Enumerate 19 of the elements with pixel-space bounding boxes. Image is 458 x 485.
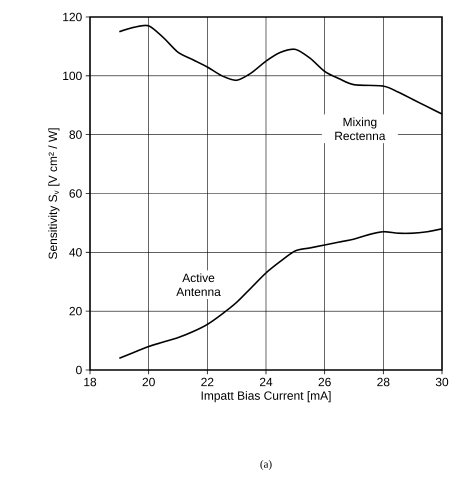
y-tick-label: 100: [63, 72, 82, 80]
x-tick-label: 30: [436, 378, 448, 386]
y-tick-label: 120: [63, 12, 82, 22]
x-tick-label: 20: [142, 378, 155, 386]
x-tick-label: 22: [201, 378, 214, 386]
y-tick-label: 20: [70, 306, 82, 316]
y-tick-label: 80: [69, 130, 82, 139]
y-tick-label: 40: [69, 248, 82, 257]
x-tick-label: 26: [318, 378, 331, 386]
x-tick-label: 24: [260, 378, 272, 386]
x-tick-label: 28: [377, 378, 390, 386]
y-tick-label: 0: [76, 366, 82, 374]
text: Mixing Rectenna: [335, 117, 386, 140]
y-tick-label: 60: [70, 189, 82, 198]
y-axis-title: Sensitivity S$_{v}$ [V cm² / W]: [48, 128, 60, 259]
x-axis-title: Impatt Bias Current [mA]: [202, 391, 331, 402]
text: (a): [260, 460, 272, 470]
x-tick-label: 18: [84, 378, 96, 386]
series-label: Active Antenna: [176, 273, 221, 296]
